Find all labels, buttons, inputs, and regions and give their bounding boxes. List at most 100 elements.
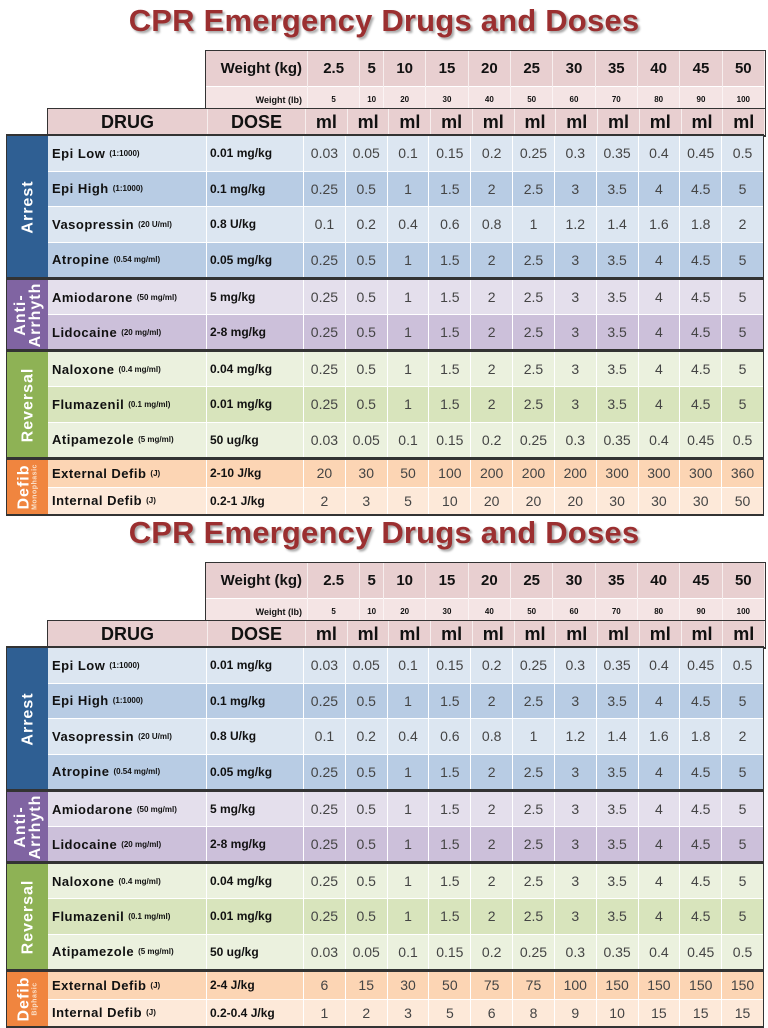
volume-cell: 2.5 [513, 754, 555, 789]
volume-cell: 200 [471, 460, 514, 487]
defib-type-label: Biphasic [31, 982, 38, 1016]
volume-cell: 4.5 [680, 792, 723, 826]
drug-name-cell: Atropine (0.54 mg/ml) [48, 242, 207, 277]
weight-lb-cell: 10 [359, 86, 385, 112]
volume-cell: 30 [639, 487, 681, 514]
volume-cell: 0.5 [346, 827, 388, 861]
volume-cell: 3 [555, 171, 597, 206]
drug-name: Epi Low [52, 657, 106, 673]
drug-concentration: (J) [146, 1008, 156, 1018]
volume-cell: 50 [388, 460, 430, 487]
volume-cell: 1 [388, 683, 430, 718]
drug-column-header: DRUG [48, 109, 208, 135]
volume-cell: 100 [429, 460, 472, 487]
weight-lb-cell: 30 [425, 598, 469, 624]
volume-cell: 20 [471, 487, 514, 514]
volume-cell: 1 [388, 352, 430, 387]
group-label-text: Anti- [11, 805, 29, 848]
volume-cell: 2.5 [513, 899, 555, 934]
volume-cell: 0.2 [346, 719, 388, 754]
volume-cell: 3.5 [597, 899, 639, 934]
weight-lb-cell: 60 [552, 598, 596, 624]
volume-cell: 0.25 [513, 136, 555, 171]
drug-name: Atipamezole [52, 432, 135, 448]
volume-cell: 0.45 [680, 934, 723, 969]
dose-cell: 2-4 J/kg [207, 972, 304, 999]
volume-cell: 0.2 [471, 422, 514, 457]
volume-cell: 1 [513, 719, 555, 754]
volume-cell: 75 [471, 972, 514, 999]
volume-cell: 75 [513, 972, 555, 999]
volume-cell: 5 [738, 251, 747, 268]
volume-cell: 0.8 [471, 719, 514, 754]
group-label-text: Arrest [19, 691, 36, 746]
group-label-arrest: Arrest [7, 648, 48, 789]
weight-kg-cell: 30 [552, 563, 596, 599]
dose-chart-monophasic: CPR Emergency Drugs and Doses Weight (kg… [0, 0, 768, 516]
volume-cell: 4 [639, 315, 681, 349]
volume-cell: 2 [471, 315, 514, 349]
drug-column-header: DRUG [48, 621, 208, 647]
volume-cell: 0.25 [513, 648, 555, 683]
volume-cell: 3.5 [597, 792, 639, 826]
drug-concentration: (0.1 mg/ml) [128, 399, 171, 409]
table-row: Flumazenil (0.1 mg/ml) 0.01 mg/kg 0.25 0.5 1 1… [48, 898, 763, 934]
weight-kg-cell: 10 [383, 563, 427, 599]
dose-cell: 5 mg/kg [207, 280, 304, 314]
volume-cell: 1.5 [429, 864, 472, 899]
volume-cell: 0.03 [304, 136, 346, 171]
drug-concentration: (0.54 mg/ml) [113, 767, 161, 777]
drug-concentration: (J) [150, 980, 161, 990]
volume-cell: 0.03 [304, 648, 346, 683]
volume-cell: 0.25 [304, 315, 346, 349]
volume-cell: 20 [555, 487, 597, 514]
volume-cell: 3.5 [597, 754, 639, 789]
volume-cell: 0.5 [346, 754, 388, 789]
volume-cell: 0.4 [639, 136, 681, 171]
volume-cell: 0.5 [346, 242, 388, 277]
header-table: Weight (kg) 2.5 5 10 15 20 25 30 35 40 45 50 Weight … [205, 562, 766, 628]
volume-cell: 0.4 [639, 648, 681, 683]
volume-cell: 2 [471, 387, 514, 422]
weight-kg-cell: 20 [468, 51, 512, 87]
drug-group-anti-arrhythmic: Anti- Arrhyth Amiodarone (50 mg/ml) 5 mg/kg 0… [6, 790, 764, 862]
volume-cell: 0.1 [304, 719, 346, 754]
table-row: Vasopressin (20 U/ml) 0.8 U/kg 0.1 0.2 0.4 0.6… [48, 206, 763, 242]
volume-cell: 100 [555, 972, 597, 999]
volume-cell: 2.5 [513, 280, 555, 314]
volume-cell: 0.1 [388, 422, 430, 457]
weight-kg-cell: 2.5 [307, 563, 361, 599]
unit-ml-header: ml [431, 621, 473, 647]
weight-lb-label: Weight (lb) [206, 86, 308, 112]
volume-cell: 4.5 [680, 171, 723, 206]
volume-cell: 4 [639, 864, 681, 899]
drug-concentration: (20 U/ml) [138, 219, 172, 229]
volume-cell: 0.5 [732, 145, 753, 162]
volume-cell: 1.5 [429, 352, 472, 387]
weight-lb-cell: 70 [595, 86, 638, 112]
weight-kg-cell: 25 [510, 51, 554, 87]
weight-lb-cell: 20 [383, 86, 427, 112]
volume-cell: 0.45 [680, 422, 723, 457]
drug-name: Amiodarone [52, 801, 133, 817]
volume-cell: 0.2 [471, 136, 514, 171]
drug-name-cell: Amiodarone (50 mg/ml) [48, 280, 207, 314]
weight-lb-cell: 100 [722, 86, 766, 112]
volume-cell: 15 [734, 1004, 751, 1021]
volume-cell: 0.3 [555, 136, 597, 171]
volume-cell: 5 [388, 487, 430, 514]
drug-group-reversal: Reversal Naloxone (0.4 mg/ml) 0.04 mg/kg 0.2… [6, 350, 764, 458]
drug-name: External Defib [52, 465, 147, 481]
volume-cell: 2.5 [513, 315, 555, 349]
volume-cell: 4.5 [680, 387, 723, 422]
drug-group-defib: Defib Biphasic External Defib (J) 2-4 J/kg 6 1… [6, 970, 764, 1028]
table-row: Flumazenil (0.1 mg/ml) 0.01 mg/kg 0.25 0.5 1 1… [48, 386, 763, 422]
volume-cell: 4.5 [680, 683, 723, 718]
drug-name-cell: Internal Defib (J) [48, 999, 207, 1026]
volume-cell: 0.1 [388, 934, 430, 969]
drug-concentration: (0.4 mg/ml) [118, 364, 161, 374]
drug-concentration: (J) [146, 496, 156, 506]
drug-name: Naloxone [52, 361, 115, 377]
dose-cell: 0.2-1 J/kg [207, 487, 304, 514]
drug-name: Atropine [52, 252, 110, 268]
